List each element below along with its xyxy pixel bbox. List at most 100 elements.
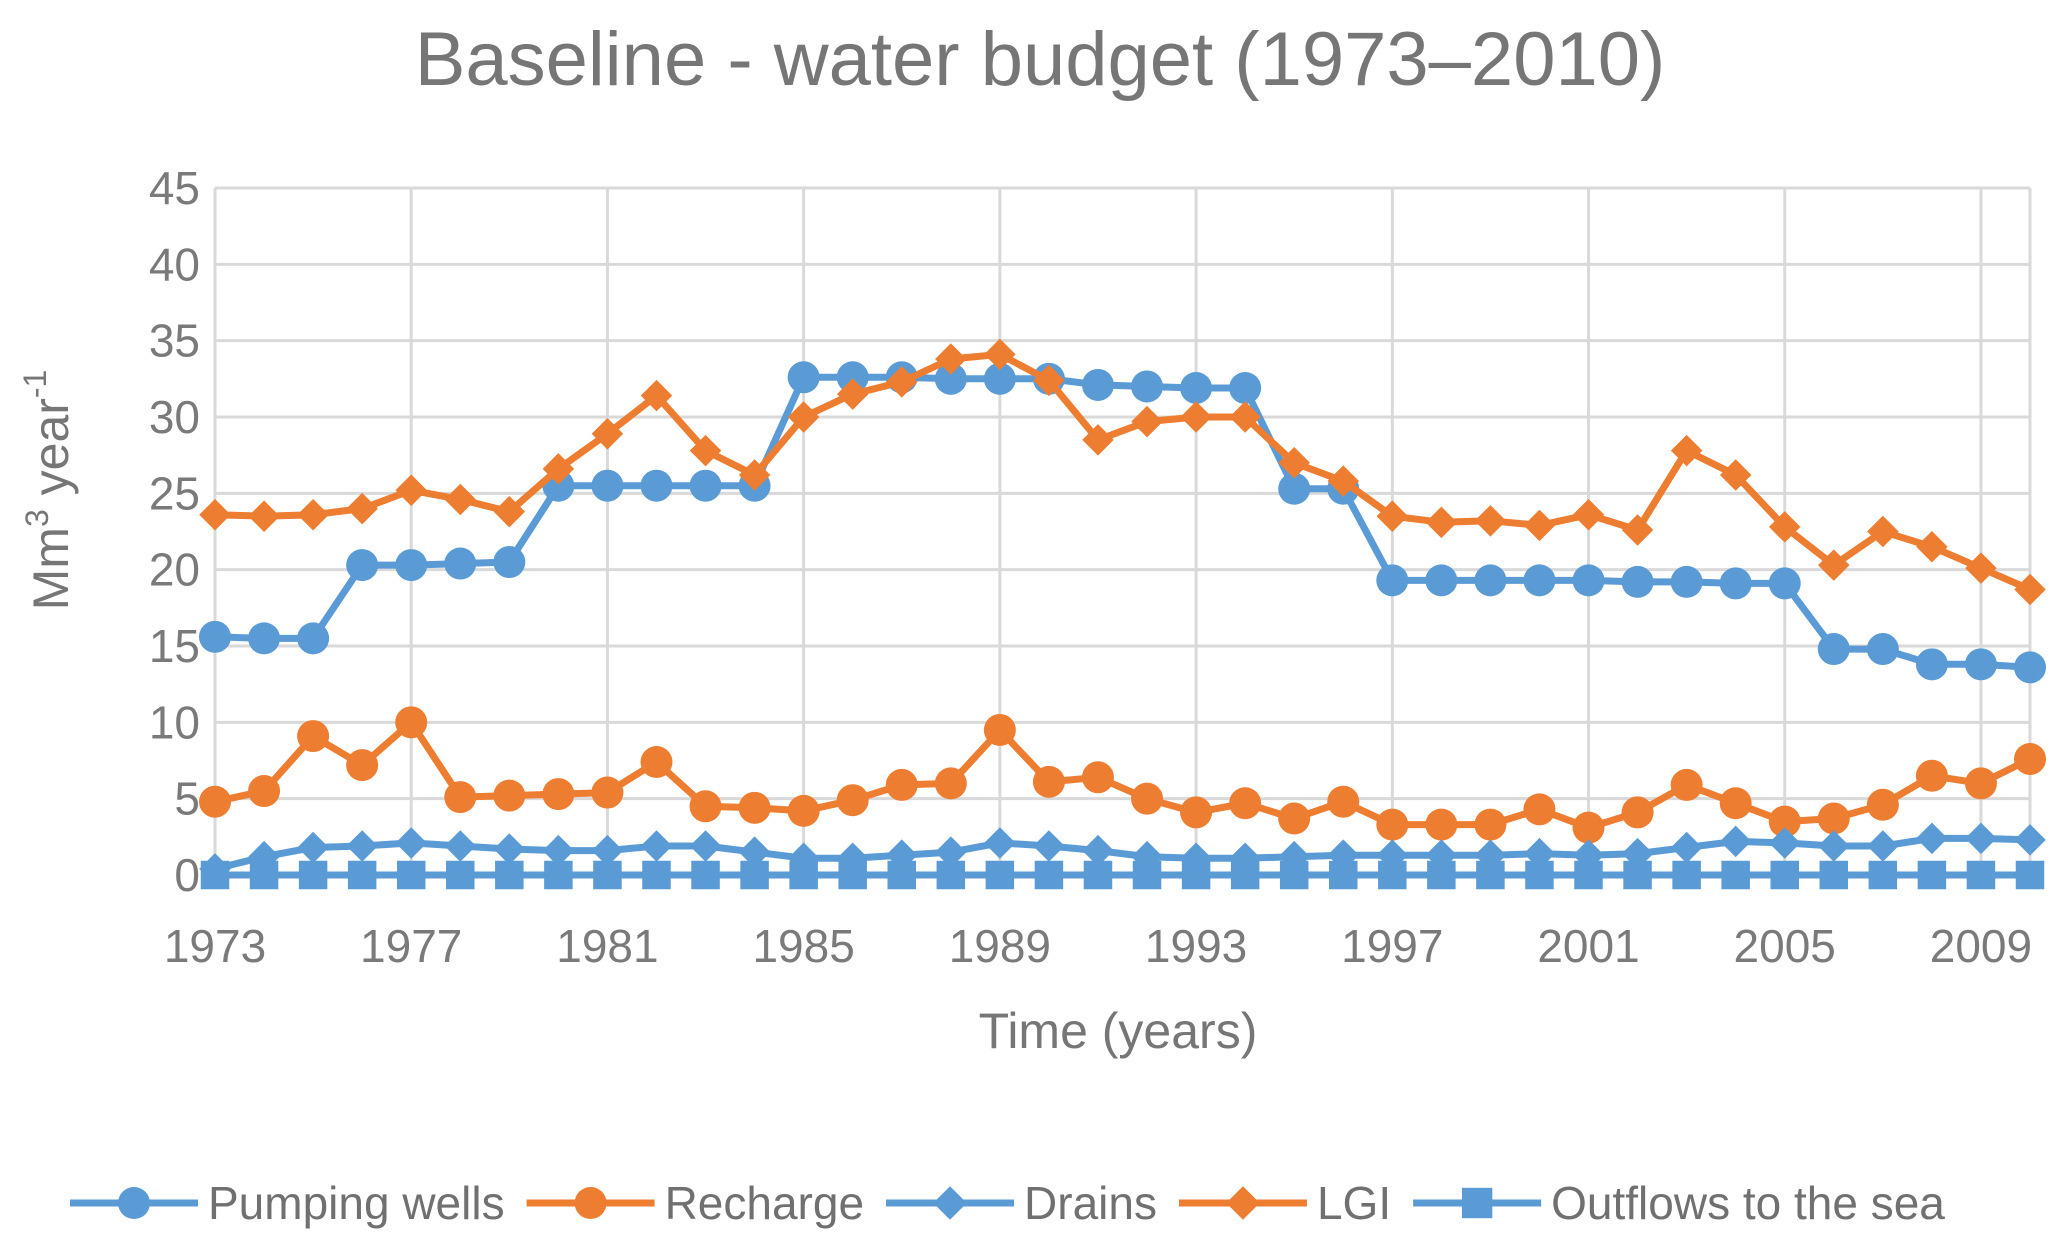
data-point: [1768, 805, 1801, 838]
data-point: [1230, 860, 1260, 890]
data-point: [1474, 808, 1507, 841]
data-point: [297, 498, 329, 531]
data-point: [934, 362, 967, 395]
y-axis-ticks: 0 5 10 15 20 25 30 35 40 45: [149, 162, 200, 901]
legend-marker: [574, 1187, 607, 1219]
data-point: [1768, 511, 1801, 543]
y-tick-label: 40: [149, 238, 200, 290]
data-point: [642, 860, 671, 890]
data-point: [298, 860, 328, 890]
data-point: [1279, 860, 1309, 890]
data-point: [1376, 808, 1409, 841]
data-point: [446, 860, 475, 890]
data-point: [689, 830, 722, 862]
legend-marker: [933, 1186, 967, 1220]
grid: [213, 186, 2032, 877]
data-point: [1378, 860, 1407, 890]
chart-title: Baseline - water budget (1973–2010): [415, 17, 1666, 102]
data-point: [1081, 368, 1114, 401]
data-point: [1376, 500, 1409, 532]
x-tick-label: 2009: [1930, 920, 2032, 972]
data-point: [1131, 782, 1164, 815]
data-point: [1818, 549, 1850, 581]
data-point: [346, 830, 378, 862]
data-point: [1572, 811, 1605, 844]
y-tick-label: 10: [149, 696, 200, 748]
data-point: [444, 830, 477, 862]
data-point: [887, 860, 917, 890]
data-point: [1966, 860, 1996, 890]
data-point: [836, 784, 869, 817]
data-point: [1033, 364, 1065, 397]
data-point: [1229, 787, 1262, 820]
data-point: [1229, 371, 1262, 404]
data-point: [787, 794, 820, 827]
data-point: [1818, 830, 1850, 862]
data-point: [1721, 860, 1750, 890]
series-group: [199, 338, 2046, 890]
data-point: [1278, 802, 1311, 835]
data-point: [1572, 498, 1605, 531]
data-point: [1181, 860, 1211, 890]
y-axis-label-unit: Mm: [23, 527, 79, 610]
data-point: [1768, 827, 1801, 859]
data-point: [591, 834, 624, 867]
data-point: [1425, 506, 1458, 539]
data-point: [885, 768, 918, 801]
data-point: [1965, 822, 1997, 855]
series-line: [214, 373, 2031, 671]
data-point: [542, 453, 575, 485]
series-recharge: [199, 706, 2046, 844]
data-point: [935, 836, 967, 868]
data-point: [787, 401, 820, 433]
y-tick-label: 35: [149, 315, 200, 367]
data-point: [1525, 860, 1554, 890]
data-point: [2014, 742, 2046, 775]
legend-marker: [1226, 1186, 1260, 1220]
data-point: [544, 860, 573, 890]
data-point: [396, 860, 426, 890]
legend-item-outflows-to-the-sea: Outflows to the sea: [1413, 1177, 1945, 1229]
legend-item-pumping-wells: Pumping wells: [70, 1177, 505, 1229]
data-point: [1621, 514, 1654, 546]
data-point: [985, 860, 1015, 890]
x-tick-label: 2005: [1734, 920, 1836, 972]
x-tick-label: 2001: [1537, 920, 1639, 972]
x-tick-label: 1993: [1145, 920, 1247, 972]
data-point: [984, 338, 1016, 371]
legend-label: Recharge: [665, 1177, 864, 1229]
data-point: [1917, 860, 1947, 890]
data-point: [591, 418, 624, 450]
data-point: [1867, 515, 1899, 548]
data-point: [1574, 860, 1603, 890]
data-point: [1425, 564, 1458, 597]
data-point: [2014, 651, 2046, 684]
data-point: [640, 469, 673, 502]
data-point: [1523, 793, 1556, 826]
data-point: [1082, 424, 1114, 456]
data-point: [493, 833, 526, 865]
data-point: [738, 459, 771, 491]
data-point: [1180, 796, 1213, 829]
data-point: [395, 549, 428, 582]
data-point: [248, 500, 280, 532]
x-tick-label: 1981: [556, 920, 658, 972]
data-point: [2014, 824, 2046, 856]
legend-label: Drains: [1024, 1177, 1157, 1229]
data-point: [297, 720, 330, 753]
data-point: [1376, 564, 1409, 597]
legend-label: Pumping wells: [208, 1177, 505, 1229]
data-point: [199, 498, 231, 531]
data-point: [689, 469, 722, 502]
y-tick-label: 25: [149, 467, 200, 519]
data-point: [640, 746, 673, 779]
data-point: [1572, 564, 1605, 597]
data-point: [1327, 785, 1360, 818]
data-point: [691, 860, 720, 890]
y-tick-label: 30: [149, 391, 200, 443]
data-point: [1034, 860, 1064, 890]
data-point: [395, 827, 427, 859]
data-point: [1916, 822, 1948, 855]
data-point: [1817, 802, 1850, 835]
data-point: [200, 860, 230, 890]
